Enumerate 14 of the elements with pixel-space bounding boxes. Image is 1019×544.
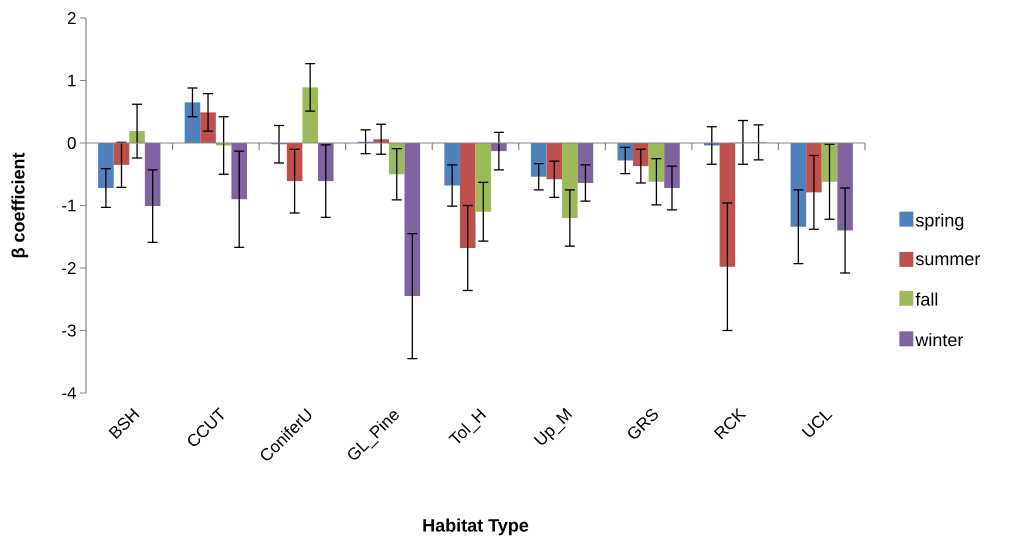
y-tick-label: 2: [67, 12, 76, 24]
x-tick-label: UCL: [801, 411, 833, 437]
y-tick-label: -1: [62, 199, 76, 212]
legend-label: winter: [915, 333, 964, 347]
legend-label: spring: [915, 213, 964, 231]
legend-label: fall: [915, 292, 938, 306]
y-tick-label: 0: [67, 136, 76, 150]
y-tick-label: 1: [68, 74, 76, 87]
x-axis-title: Habitat Type: [423, 518, 529, 536]
legend-label: summer: [915, 255, 981, 266]
y-axis-title: β coefficient: [11, 152, 29, 258]
y-tick-label: -2: [62, 262, 76, 274]
y-tick-label: -3: [62, 324, 76, 337]
y-tick-label: -4: [62, 387, 76, 399]
